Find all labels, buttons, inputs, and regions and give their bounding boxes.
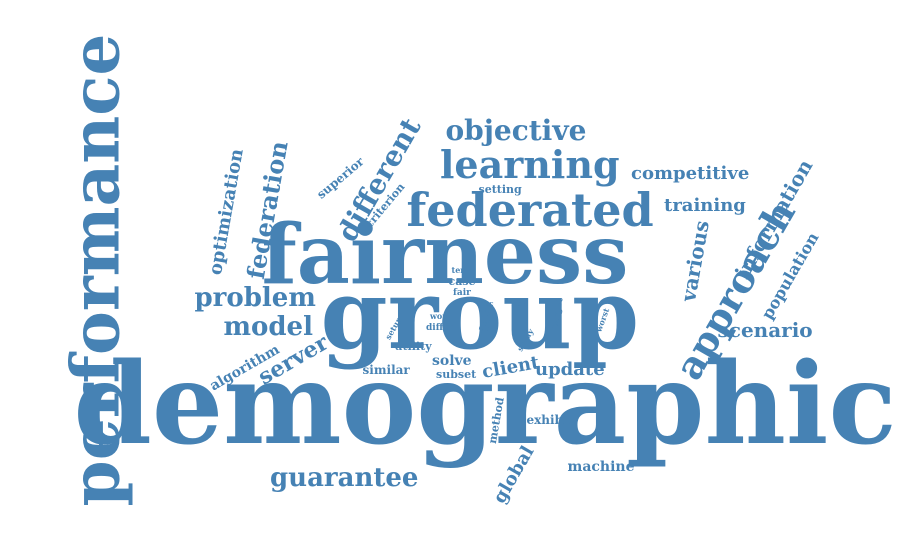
word-training: training <box>664 197 746 215</box>
word-case: case <box>449 276 476 287</box>
word-federated: federated <box>407 187 654 233</box>
word-term: term <box>452 266 473 274</box>
word-work: work <box>430 312 452 320</box>
word-model: model <box>224 314 313 340</box>
word-objective: objective <box>446 117 587 145</box>
word-utility: utility <box>395 341 432 352</box>
word-fair: fair <box>453 289 471 298</box>
word-learning: learning <box>440 146 620 184</box>
word-differ: differ <box>426 324 454 333</box>
word-setting: setting <box>479 184 522 195</box>
word-subset: subset <box>436 369 476 380</box>
word-exhibit: exhibit <box>527 414 574 426</box>
word-update: update <box>535 361 605 379</box>
word-solve: solve <box>432 354 472 368</box>
word-various: various <box>678 219 712 303</box>
word-similar: similar <box>363 364 410 376</box>
word-scenario: scenario <box>718 320 813 340</box>
word-acc: acc <box>481 300 494 307</box>
word-machine: machine <box>568 460 635 474</box>
word-problem: problem <box>195 285 316 311</box>
word-risk: risk <box>512 300 527 307</box>
word-guarantee: guarantee <box>270 465 418 491</box>
word-optimization: optimization <box>207 148 247 277</box>
word-competitive: competitive <box>631 165 749 183</box>
